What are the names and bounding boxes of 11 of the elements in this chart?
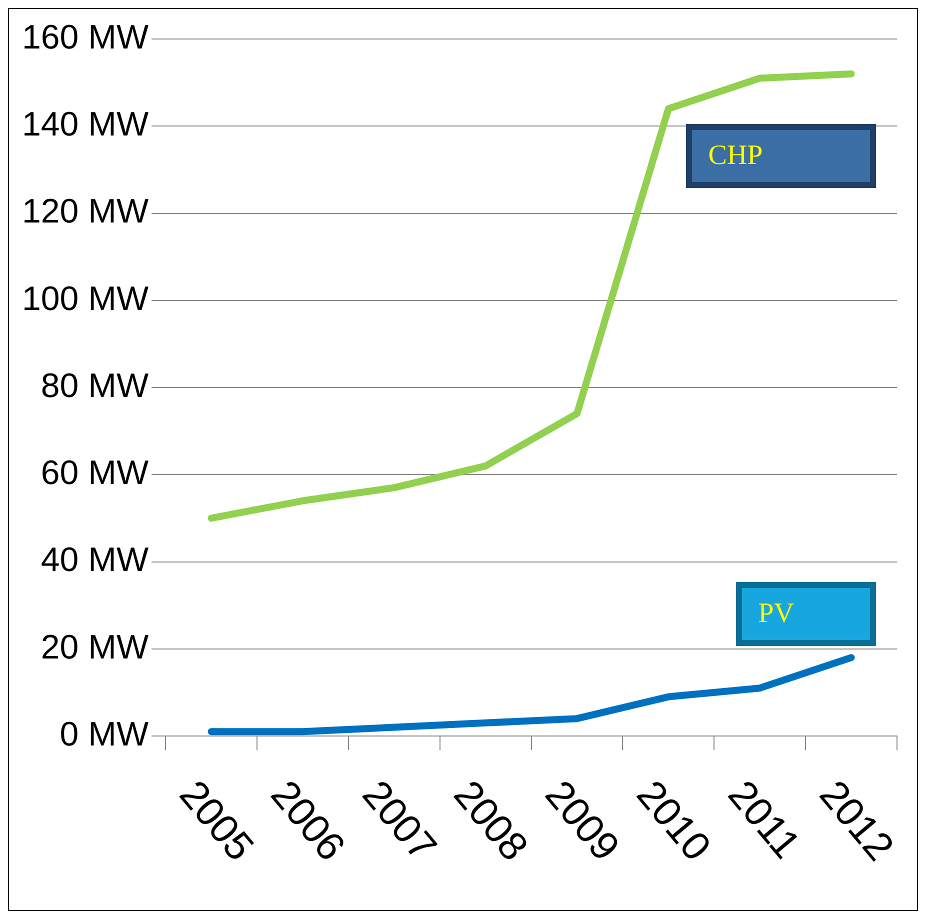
- name-tag: CHP: [686, 124, 876, 188]
- y-tick-label: 100 MW: [22, 280, 149, 318]
- y-tick-label: 140 MW: [22, 106, 149, 144]
- y-tick-label: 20 MW: [40, 628, 149, 666]
- y-tick-label: 40 MW: [40, 541, 149, 580]
- y-tick-label: 160 MW: [22, 18, 149, 56]
- y-tick-label: 60 MW: [40, 454, 149, 492]
- y-tick-label: 0 MW: [60, 715, 149, 754]
- y-tick-label: 120 MW: [22, 192, 149, 231]
- name-tag: PV: [736, 582, 876, 646]
- y-tick-label: 80 MW: [40, 366, 149, 405]
